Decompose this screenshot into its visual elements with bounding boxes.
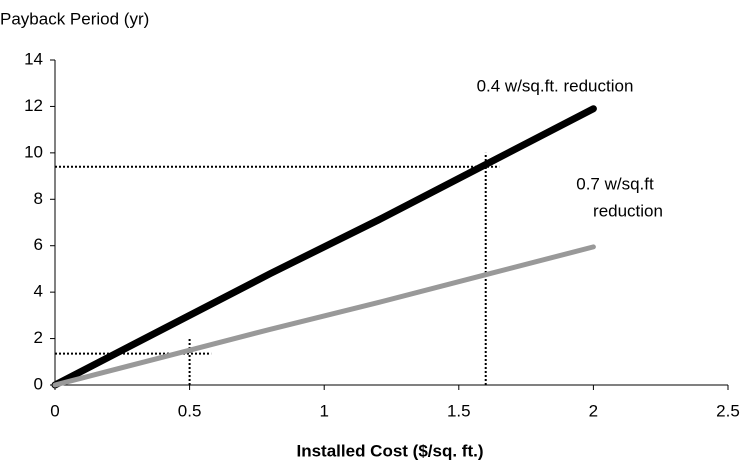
y-tick-label: 10 xyxy=(24,142,43,161)
series-line xyxy=(52,244,596,388)
series-line xyxy=(51,105,597,389)
series-label: 0.4 w/sq.ft. reduction xyxy=(477,76,634,95)
y-tick-label: 8 xyxy=(34,189,43,208)
x-tick-label: 1.5 xyxy=(447,401,471,420)
y-tick-label: 2 xyxy=(34,328,43,347)
series-label: 0.7 w/sq.ft xyxy=(576,174,654,193)
x-tick-label: 0 xyxy=(50,401,59,420)
x-tick-label: 0.5 xyxy=(178,401,202,420)
x-tick-label: 2 xyxy=(589,401,598,420)
x-tick-label: 2.5 xyxy=(716,401,740,420)
y-axis-title: Payback Period (yr) xyxy=(0,9,149,28)
series-label: reduction xyxy=(593,201,663,220)
y-tick-label: 0 xyxy=(34,374,43,393)
x-tick-label: 1 xyxy=(319,401,328,420)
y-tick-label: 12 xyxy=(24,96,43,115)
y-tick-label: 14 xyxy=(24,49,43,68)
y-tick-label: 4 xyxy=(34,282,43,301)
y-tick-label: 6 xyxy=(34,235,43,254)
x-axis-title: Installed Cost ($/sq. ft.) xyxy=(296,441,483,460)
